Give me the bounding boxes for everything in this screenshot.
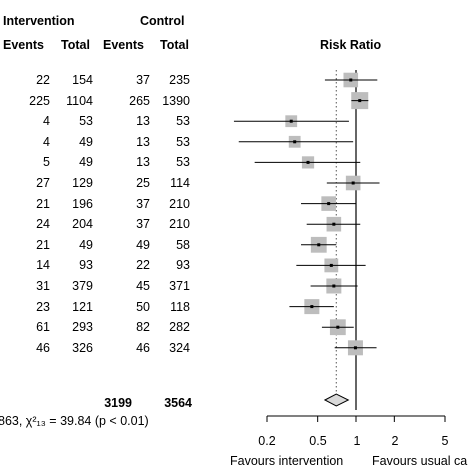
cell-ct: 235 — [169, 73, 190, 87]
cell-it: 93 — [79, 258, 93, 273]
cell-it: 1104 — [66, 93, 93, 108]
cell-it: 49 — [79, 134, 93, 149]
cell-ie: 46 — [36, 340, 50, 355]
tick-label-3: 2 — [391, 434, 399, 448]
control-header: Control — [140, 14, 185, 28]
cell-ce: 265 — [129, 93, 150, 108]
intervention-total-header: Total — [61, 38, 90, 52]
cell-ce: 50 — [136, 299, 150, 314]
cell-ce: 22 — [136, 258, 150, 273]
favours-intervention-label: Favours intervention — [230, 454, 344, 468]
cell-ce: 13 — [136, 114, 150, 129]
cell-ct: 58 — [176, 237, 190, 252]
cell-ie: 23 — [36, 299, 50, 314]
cell-ct: 210 — [169, 217, 190, 232]
cell-ie: 225 — [29, 93, 50, 108]
tick-label-1: 0.5 — [309, 434, 327, 448]
study-point — [332, 284, 336, 288]
cell-it: 196 — [72, 196, 93, 211]
cell-ce: 37 — [136, 73, 150, 87]
risk-ratio-header: Risk Ratio — [320, 38, 382, 52]
cell-ce: 25 — [136, 176, 150, 190]
intervention-total: 3199 — [104, 396, 132, 410]
cell-ct: 93 — [176, 258, 190, 273]
cell-ie: 4 — [43, 134, 50, 149]
cell-ce: 82 — [136, 320, 150, 335]
control-total-header: Total — [160, 38, 189, 52]
cell-ie: 4 — [43, 114, 50, 129]
cell-ie: 21 — [36, 237, 50, 252]
study-point — [358, 99, 362, 103]
study-point — [329, 263, 333, 267]
tick-label-0: 0.2 — [258, 434, 276, 448]
cell-it: 204 — [72, 217, 93, 232]
cell-ce: 37 — [136, 217, 150, 232]
cell-it: 379 — [72, 279, 93, 293]
control-total: 3564 — [164, 396, 192, 410]
cell-it: 326 — [72, 340, 93, 355]
cell-ct: 53 — [176, 114, 190, 129]
cell-ct: 282 — [169, 320, 190, 335]
cell-it: 293 — [72, 320, 93, 335]
cell-ce: 45 — [136, 279, 150, 293]
study-point — [310, 305, 314, 309]
favours-usual-care-label: Favours usual ca — [372, 454, 468, 468]
cell-it: 154 — [72, 73, 93, 87]
cell-ie: 5 — [43, 155, 50, 170]
study-point — [327, 202, 331, 206]
pooled-diamond — [323, 393, 350, 407]
cell-ie: 27 — [36, 176, 50, 190]
study-point — [289, 119, 293, 123]
cell-ie: 14 — [36, 258, 50, 273]
cell-ce: 13 — [136, 134, 150, 149]
cell-ct: 53 — [176, 134, 190, 149]
study-point — [317, 243, 321, 247]
cell-ct: 1390 — [162, 93, 190, 108]
cell-ct: 324 — [169, 340, 190, 355]
cell-ie: 21 — [36, 196, 50, 211]
study-point — [349, 78, 353, 82]
cell-ce: 13 — [136, 155, 150, 170]
cell-it: 53 — [79, 114, 93, 129]
cell-it: 129 — [72, 176, 93, 190]
cell-ce: 49 — [136, 237, 150, 252]
study-point — [351, 181, 355, 185]
cell-ct: 371 — [169, 279, 190, 293]
study-point — [336, 325, 340, 329]
cell-it: 121 — [72, 299, 93, 314]
cell-ct: 53 — [176, 155, 190, 170]
cell-ie: 61 — [36, 320, 50, 335]
cell-ct: 210 — [169, 196, 190, 211]
cell-ie: 31 — [36, 279, 50, 293]
study-point — [306, 160, 310, 164]
cell-ct: 118 — [170, 299, 190, 314]
study-point — [293, 140, 297, 144]
tick-label-2: 1 — [353, 434, 361, 448]
study-point — [353, 346, 357, 350]
cell-it: 49 — [79, 237, 93, 252]
study-point — [332, 222, 336, 226]
cell-ct: 114 — [170, 176, 190, 190]
intervention-events-header: Events — [3, 38, 44, 52]
control-events-header: Events — [103, 38, 144, 52]
cell-it: 49 — [79, 155, 93, 170]
heterogeneity-text: 863, χ²₁₃ = 39.84 (p < 0.01) — [0, 414, 149, 428]
intervention-header: Intervention — [3, 14, 75, 28]
tick-label-4: 5 — [441, 434, 449, 448]
cell-ce: 46 — [136, 340, 150, 355]
cell-ie: 24 — [36, 217, 50, 232]
cell-ce: 37 — [136, 196, 150, 211]
cell-ie: 22 — [36, 73, 50, 87]
